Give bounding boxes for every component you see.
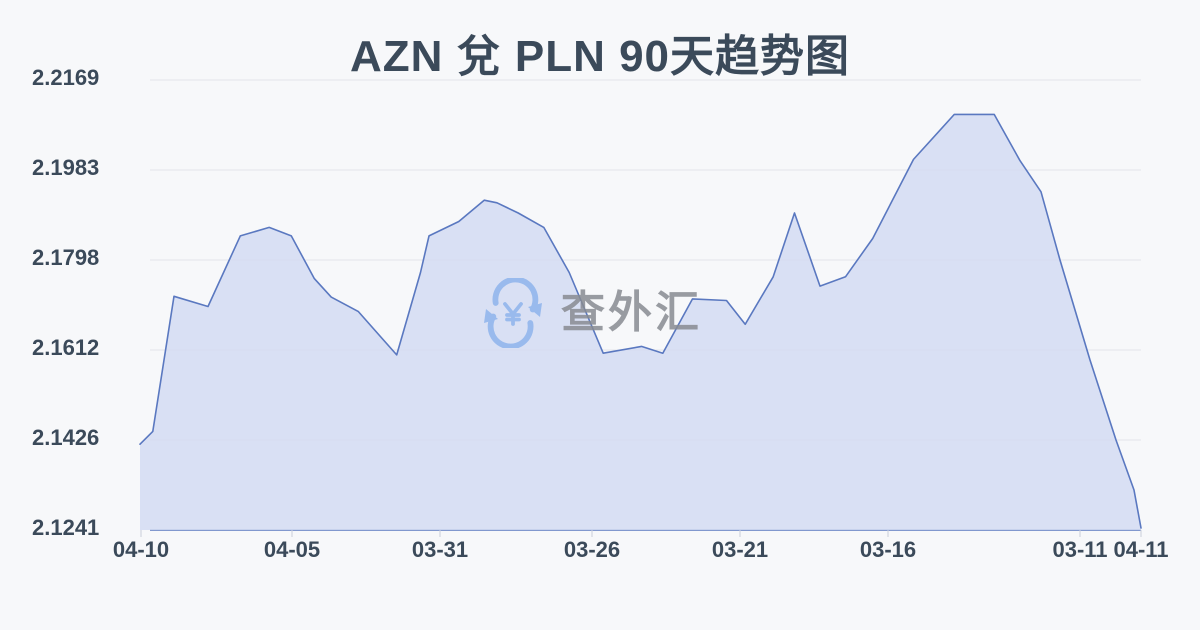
svg-text:查外汇: 查外汇 (561, 288, 702, 337)
